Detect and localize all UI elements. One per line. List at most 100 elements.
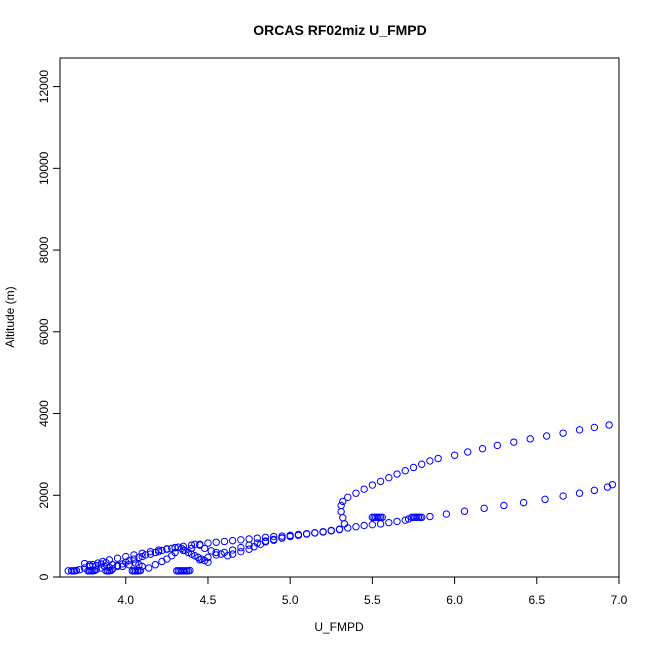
data-point [204, 539, 212, 547]
x-tick-label: 7.0 [611, 593, 628, 607]
data-point [151, 548, 160, 557]
data-point [76, 565, 84, 574]
data-point [212, 551, 220, 559]
data-point [278, 534, 286, 542]
x-axis: 4.0 4.5 5.0 5.5 6.0 6.5 7.0 [117, 576, 628, 607]
data-point [605, 421, 613, 429]
data-point [344, 524, 352, 532]
data-point [401, 467, 409, 475]
data-point [220, 548, 229, 557]
data-point [442, 510, 451, 518]
data-point [270, 535, 278, 544]
x-tick-label: 5.5 [364, 593, 381, 607]
y-tick-label: 12000 [37, 70, 51, 104]
data-point [200, 544, 209, 553]
data-point [519, 498, 528, 507]
y-tick-label: 6000 [37, 318, 51, 345]
data-point [393, 517, 401, 526]
data-point [151, 561, 160, 569]
data-point [237, 536, 245, 544]
chart-title: ORCAS RF02miz U_FMPD [253, 22, 426, 38]
data-point [113, 554, 122, 562]
data-point [179, 542, 188, 551]
data-point [368, 520, 377, 529]
data-point [204, 553, 212, 562]
data-series [64, 421, 617, 575]
data-point [385, 518, 393, 527]
data-point [237, 543, 245, 552]
data-point [360, 485, 368, 493]
y-tick-label: 2000 [37, 482, 51, 509]
data-point [228, 550, 237, 558]
y-tick-label: 8000 [37, 236, 51, 263]
y-tick-label: 10000 [37, 151, 51, 185]
data-point [311, 529, 319, 537]
data-point [102, 558, 110, 567]
data-point [92, 565, 100, 574]
data-point [171, 548, 179, 557]
data-point [608, 480, 617, 489]
x-tick-label: 4.0 [117, 593, 134, 607]
data-point [207, 547, 215, 555]
x-tick-label: 6.0 [446, 593, 463, 607]
data-point [426, 457, 434, 465]
data-point [370, 513, 378, 522]
data-point [450, 451, 459, 459]
plot-frame [59, 57, 620, 578]
data-point [130, 555, 138, 563]
data-point [191, 540, 199, 549]
data-point [360, 521, 368, 530]
data-point [335, 525, 344, 533]
x-axis-label: U_FMPD [314, 620, 364, 634]
data-point [376, 520, 385, 528]
data-point [590, 423, 599, 432]
data-point [154, 547, 163, 556]
data-point [409, 463, 418, 472]
data-point [559, 492, 567, 500]
data-point [541, 495, 549, 504]
data-point [434, 454, 442, 463]
data-point [212, 538, 220, 546]
y-tick-label: 0 [37, 573, 51, 580]
data-point [245, 535, 253, 543]
data-point [337, 501, 345, 510]
y-axis: 0 2000 4000 6000 8000 10000 12000 [37, 70, 61, 580]
data-point [196, 556, 204, 564]
data-point [187, 541, 196, 549]
data-point [245, 541, 253, 549]
data-point [138, 562, 146, 571]
data-point [92, 561, 100, 570]
data-point [261, 537, 270, 545]
data-point [72, 566, 81, 575]
data-point [141, 551, 150, 559]
data-point [302, 530, 311, 538]
data-point [319, 527, 327, 536]
data-point [426, 512, 434, 521]
x-tick-label: 6.5 [528, 593, 545, 607]
data-point [493, 441, 502, 450]
data-point [135, 553, 143, 562]
data-point [526, 435, 534, 443]
data-point [464, 448, 472, 456]
data-point [575, 426, 584, 434]
data-point [339, 514, 347, 522]
data-point [340, 520, 349, 528]
data-point [339, 497, 347, 506]
data-point [204, 558, 212, 566]
x-tick-label: 4.5 [200, 593, 217, 607]
data-point [352, 523, 360, 531]
data-point [590, 486, 599, 495]
data-point [146, 550, 155, 558]
data-point [108, 561, 117, 569]
data-point [480, 504, 488, 513]
data-point [80, 559, 89, 568]
data-point [261, 533, 270, 542]
data-point [270, 532, 278, 541]
data-point [510, 438, 518, 446]
data-point [393, 470, 401, 478]
data-point [237, 547, 245, 556]
data-point [253, 539, 261, 547]
data-point [158, 546, 166, 555]
data-point [460, 507, 469, 515]
